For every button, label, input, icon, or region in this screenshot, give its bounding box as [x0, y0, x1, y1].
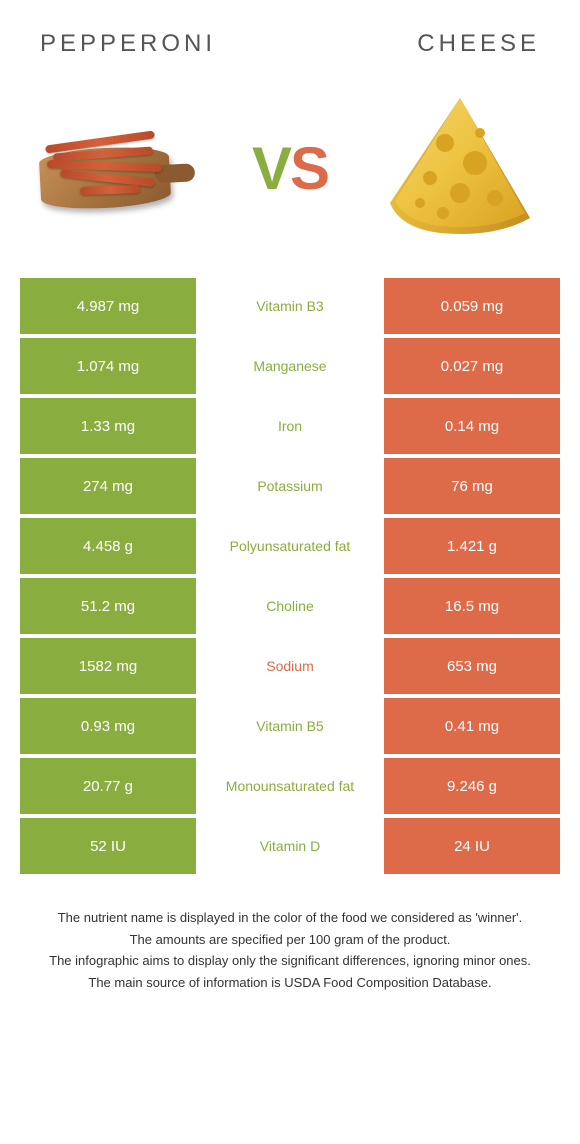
right-value: 9.246 g [384, 758, 560, 814]
vs-s-letter: S [290, 135, 328, 202]
footnote-line: The nutrient name is displayed in the co… [30, 908, 550, 928]
table-row: 4.458 gPolyunsaturated fat1.421 g [20, 518, 560, 574]
right-value: 24 IU [384, 818, 560, 874]
nutrient-label: Monounsaturated fat [200, 758, 380, 814]
right-value: 16.5 mg [384, 578, 560, 634]
pepperoni-image [30, 88, 210, 248]
nutrient-label: Vitamin B5 [200, 698, 380, 754]
table-row: 52 IUVitamin D24 IU [20, 818, 560, 874]
footnote-line: The infographic aims to display only the… [30, 951, 550, 971]
header-row: PEPPERONI CHEESE [0, 0, 580, 78]
left-value: 1582 mg [20, 638, 196, 694]
nutrient-label: Iron [200, 398, 380, 454]
left-value: 0.93 mg [20, 698, 196, 754]
nutrient-label: Vitamin B3 [200, 278, 380, 334]
table-row: 1.074 mgManganese0.027 mg [20, 338, 560, 394]
table-row: 1.33 mgIron0.14 mg [20, 398, 560, 454]
food-title-right: CHEESE [417, 30, 540, 58]
vs-label: VS [252, 134, 328, 203]
nutrient-label: Sodium [200, 638, 380, 694]
left-value: 274 mg [20, 458, 196, 514]
left-value: 20.77 g [20, 758, 196, 814]
table-row: 20.77 gMonounsaturated fat9.246 g [20, 758, 560, 814]
footnotes: The nutrient name is displayed in the co… [0, 878, 580, 992]
right-value: 0.14 mg [384, 398, 560, 454]
table-row: 274 mgPotassium76 mg [20, 458, 560, 514]
nutrient-label: Manganese [200, 338, 380, 394]
table-row: 1582 mgSodium653 mg [20, 638, 560, 694]
table-row: 51.2 mgCholine16.5 mg [20, 578, 560, 634]
footnote-line: The main source of information is USDA F… [30, 973, 550, 993]
comparison-table: 4.987 mgVitamin B30.059 mg1.074 mgMangan… [0, 278, 580, 874]
nutrient-label: Polyunsaturated fat [200, 518, 380, 574]
left-value: 1.074 mg [20, 338, 196, 394]
food-title-left: PEPPERONI [40, 30, 216, 58]
nutrient-label: Potassium [200, 458, 380, 514]
nutrient-label: Choline [200, 578, 380, 634]
left-value: 1.33 mg [20, 398, 196, 454]
left-value: 51.2 mg [20, 578, 196, 634]
right-value: 76 mg [384, 458, 560, 514]
footnote-line: The amounts are specified per 100 gram o… [30, 930, 550, 950]
left-value: 4.987 mg [20, 278, 196, 334]
right-value: 0.41 mg [384, 698, 560, 754]
right-value: 0.059 mg [384, 278, 560, 334]
infographic-container: PEPPERONI CHEESE VS [0, 0, 580, 992]
vs-v-letter: V [252, 135, 290, 202]
table-row: 0.93 mgVitamin B50.41 mg [20, 698, 560, 754]
image-row: VS [0, 78, 580, 278]
right-value: 0.027 mg [384, 338, 560, 394]
left-value: 4.458 g [20, 518, 196, 574]
right-value: 1.421 g [384, 518, 560, 574]
left-value: 52 IU [20, 818, 196, 874]
nutrient-label: Vitamin D [200, 818, 380, 874]
right-value: 653 mg [384, 638, 560, 694]
table-row: 4.987 mgVitamin B30.059 mg [20, 278, 560, 334]
cheese-image [370, 88, 550, 248]
